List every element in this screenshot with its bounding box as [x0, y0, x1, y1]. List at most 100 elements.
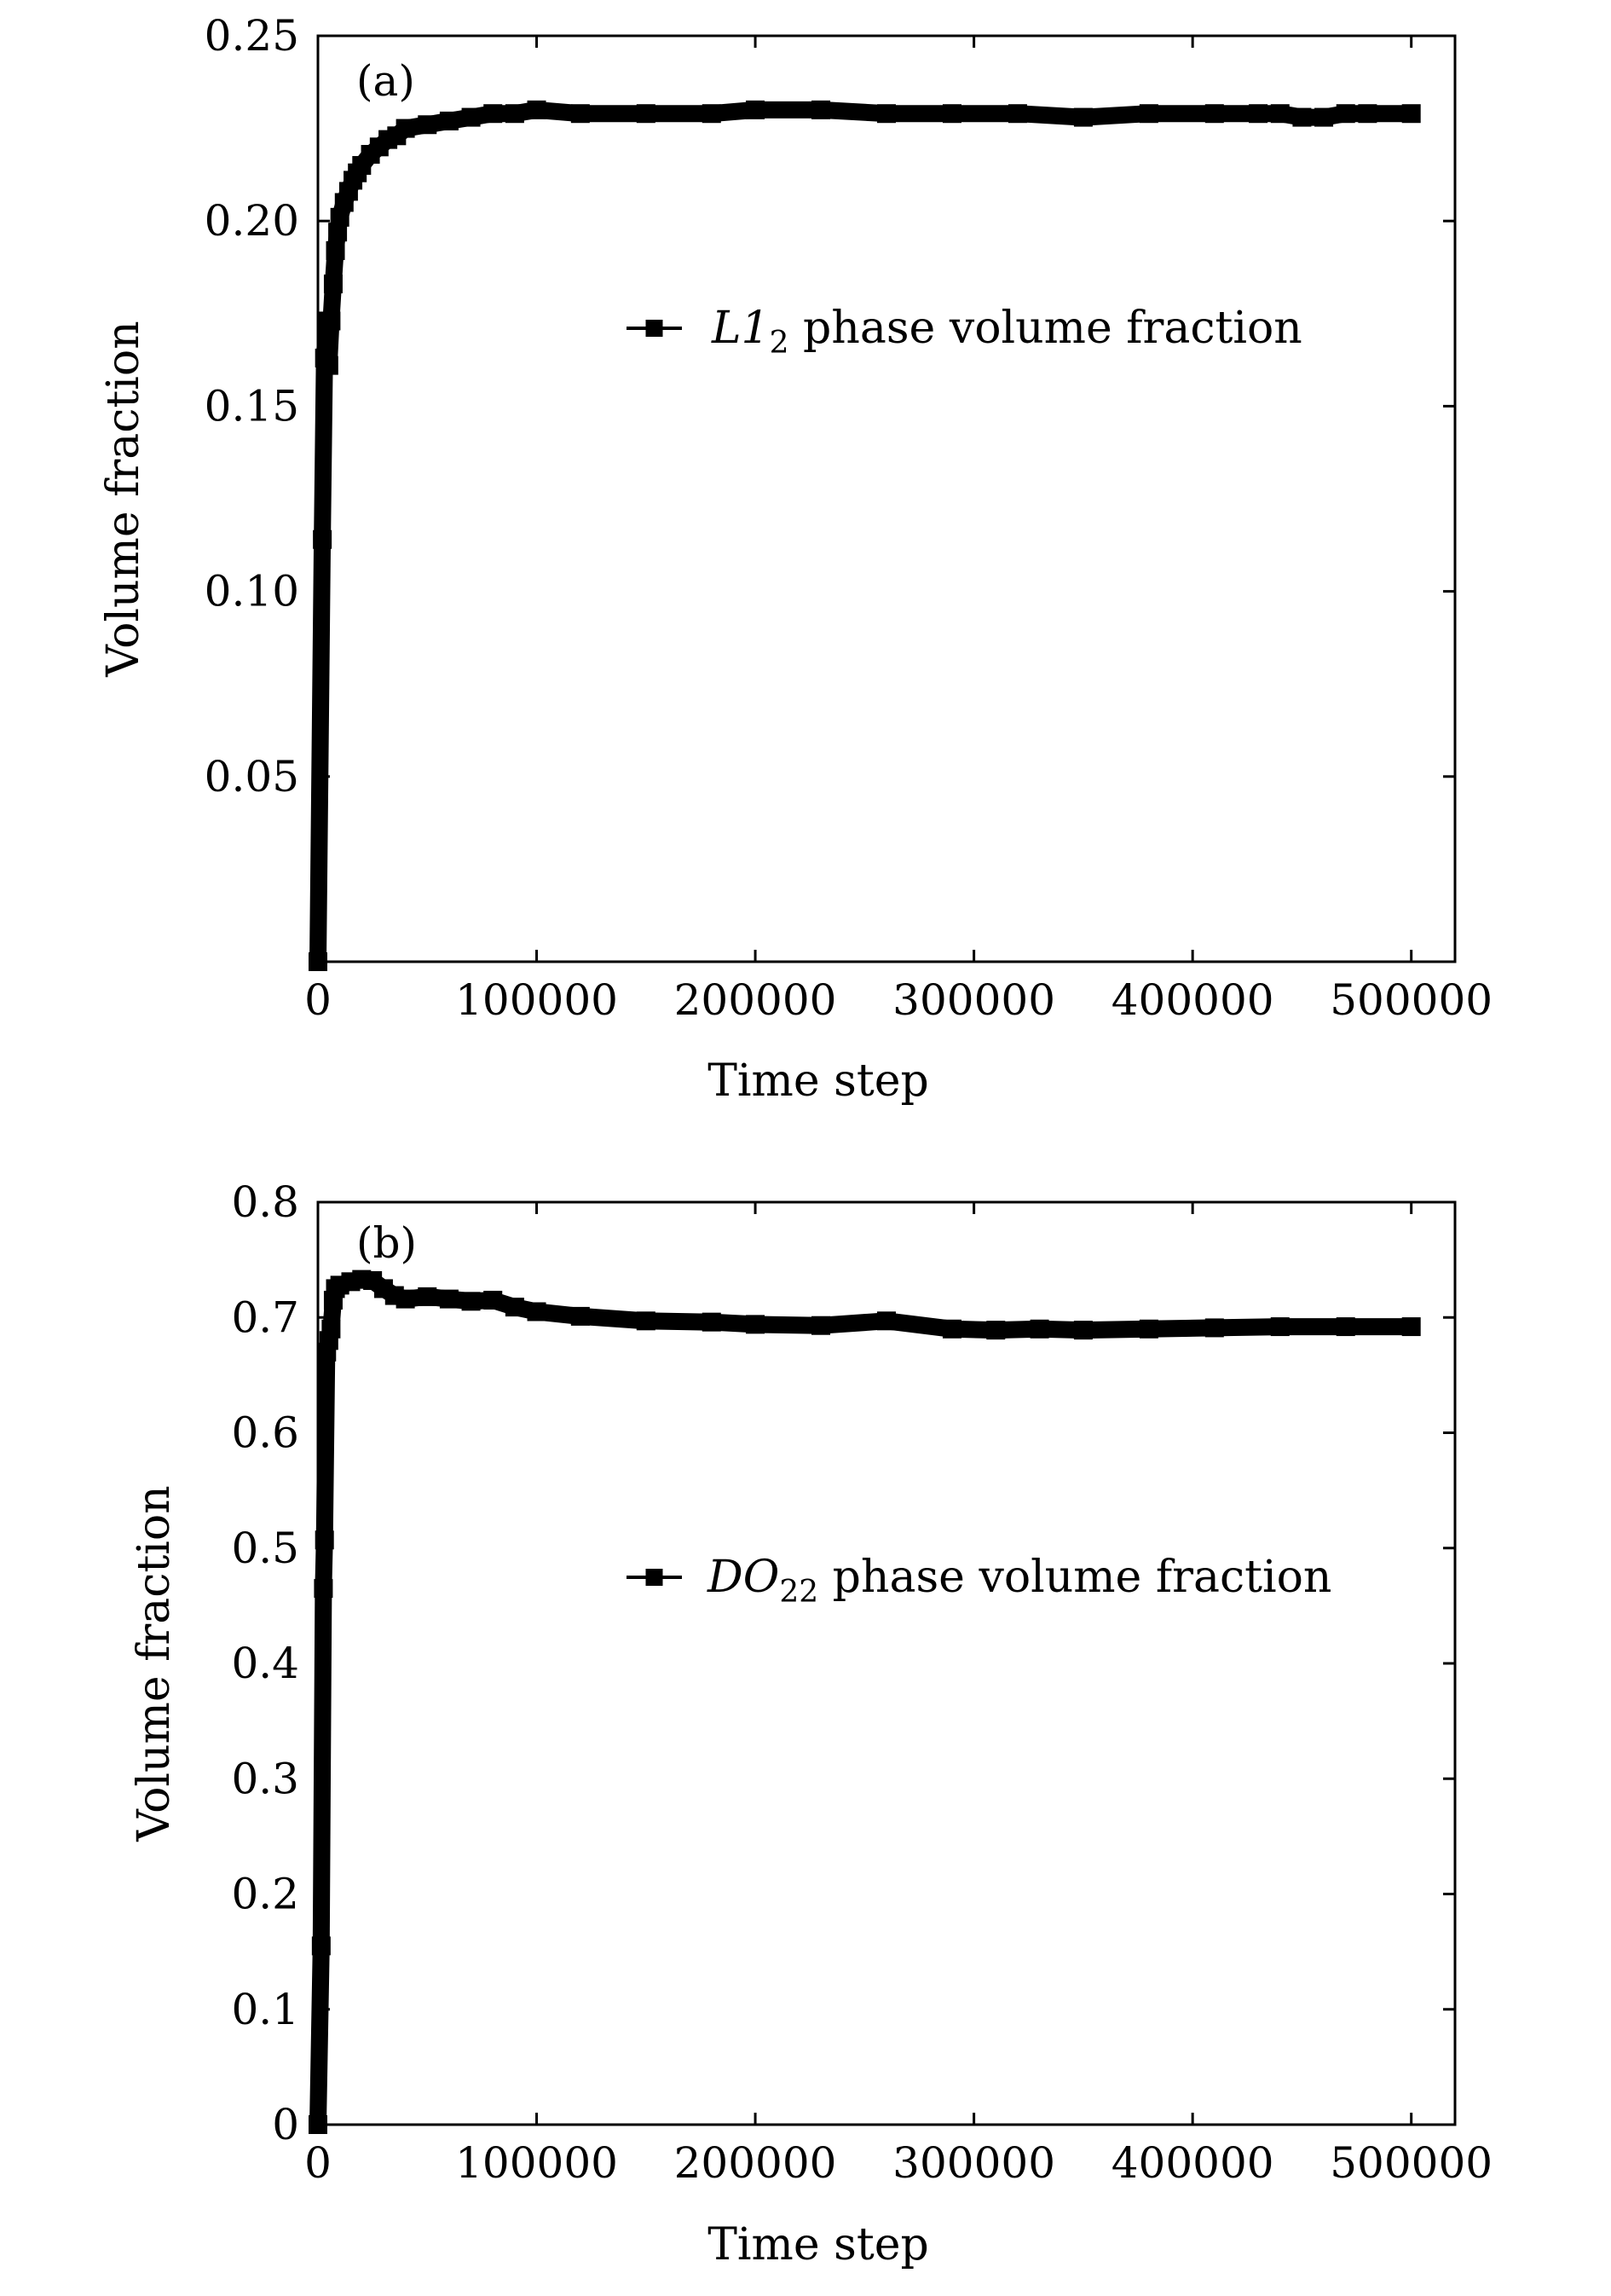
data-point — [461, 1292, 481, 1311]
data-point — [328, 223, 348, 242]
data-point — [702, 104, 721, 124]
data-point — [1073, 107, 1093, 127]
data-point — [1139, 1319, 1158, 1339]
data-point — [396, 119, 415, 138]
data-point — [811, 1316, 831, 1335]
data-point — [439, 111, 459, 130]
y-axis-title: Volume fraction — [129, 1485, 180, 1842]
y-tick-label: 0.15 — [205, 381, 299, 431]
y-tick-label: 0.8 — [231, 1177, 299, 1227]
data-point — [323, 275, 343, 294]
data-point — [1204, 104, 1224, 124]
legend-label-rest: phase volume fraction — [818, 1552, 1331, 1603]
chart-panel-b: 0 100000 200000 300000 400000 500000 0 0.1 0.2 0.… — [129, 1177, 1493, 2270]
data-point — [570, 1306, 590, 1326]
y-tick-label: 0.3 — [231, 1754, 299, 1803]
data-point — [1292, 107, 1312, 127]
data-point — [311, 1936, 331, 1956]
x-axis-title: Time step — [707, 2219, 929, 2270]
chart-panel-a: 0 100000 200000 300000 400000 500000 0.05 0.10 0… — [98, 11, 1493, 1107]
plot-frame — [316, 34, 1457, 963]
x-tick-label: 0 — [304, 975, 332, 1025]
data-point — [314, 1579, 333, 1599]
data-point — [636, 104, 655, 124]
y-tick-label: 0.1 — [231, 1985, 299, 2034]
data-point — [505, 1298, 524, 1317]
series-line-core — [316, 107, 1412, 963]
x-tick-label: 0 — [304, 2138, 332, 2188]
x-tick-label: 500000 — [1330, 2138, 1493, 2188]
x-tick-label: 200000 — [674, 2138, 837, 2188]
y-tick-label: 0.5 — [231, 1524, 299, 1573]
data-point — [1314, 107, 1334, 127]
x-tick-label: 300000 — [892, 2138, 1055, 2188]
data-point — [986, 1321, 1006, 1340]
data-point — [326, 240, 345, 260]
y-tick-label: 0.4 — [231, 1639, 299, 1688]
data-point — [702, 1312, 721, 1332]
data-point — [321, 1319, 341, 1339]
data-point — [1139, 104, 1158, 124]
data-point — [877, 104, 896, 124]
data-point — [636, 1311, 655, 1331]
legend-label-rest: phase volume fraction — [789, 303, 1302, 354]
legend-label-subscript: 2 — [770, 326, 789, 361]
x-tick-label: 400000 — [1112, 975, 1274, 1025]
data-point — [1008, 104, 1027, 124]
data-point — [746, 100, 765, 119]
data-point — [570, 104, 590, 124]
y-tick-label: 0.2 — [231, 1870, 299, 1919]
data-point — [461, 107, 481, 127]
panel-label: (a) — [356, 56, 415, 106]
plot-frame — [316, 1200, 1457, 2126]
legend-label-main: L1 — [711, 303, 770, 354]
y-tick-label: 0.10 — [205, 567, 299, 616]
series-line-core — [316, 1277, 1412, 2125]
data-point — [527, 100, 546, 119]
x-axis-title: Time step — [707, 1055, 929, 1107]
data-point — [1204, 1318, 1224, 1338]
data-point — [942, 104, 961, 124]
x-tick-label: 100000 — [455, 975, 618, 1025]
data-point — [315, 1530, 334, 1550]
data-point — [439, 1289, 459, 1309]
data-point — [313, 529, 332, 549]
data-point — [1336, 104, 1355, 124]
series-line — [309, 1270, 1420, 2133]
data-point — [483, 1290, 503, 1310]
data-point — [1401, 1317, 1421, 1337]
y-tick-label: 0.25 — [205, 11, 299, 61]
data-point — [1073, 1321, 1093, 1340]
y-tick-label: 0.20 — [205, 196, 299, 246]
data-point — [330, 207, 349, 227]
y-tick-label: 0 — [272, 2100, 299, 2149]
data-point — [1249, 104, 1268, 124]
data-point — [309, 952, 327, 971]
data-point — [527, 1302, 546, 1322]
x-tick-label: 300000 — [892, 975, 1055, 1025]
data-point — [1401, 104, 1421, 124]
legend-label-main: DO — [707, 1552, 779, 1603]
y-tick-label: 0.05 — [205, 752, 299, 801]
data-point — [1270, 104, 1290, 124]
data-point — [321, 311, 341, 331]
legend-label: DO22 phase volume fraction — [707, 1552, 1331, 1610]
data-point — [1030, 1319, 1049, 1339]
panel-label: (b) — [356, 1218, 417, 1268]
legend-label-subscript: 22 — [779, 1575, 818, 1610]
y-tick-label: 0.6 — [231, 1408, 299, 1458]
y-tick-label: 0.7 — [231, 1293, 299, 1342]
data-point — [319, 356, 338, 375]
data-point — [1336, 1317, 1355, 1337]
data-point — [942, 1319, 961, 1339]
legend-label: L12 phase volume fraction — [711, 303, 1302, 361]
data-point — [483, 104, 503, 124]
data-point — [505, 104, 524, 124]
y-axis-title: Volume fraction — [98, 321, 149, 677]
data-point — [418, 115, 437, 135]
data-point — [418, 1287, 437, 1306]
data-point — [1270, 1317, 1290, 1337]
x-tick-label: 500000 — [1330, 975, 1493, 1025]
legend-marker — [645, 1569, 663, 1586]
